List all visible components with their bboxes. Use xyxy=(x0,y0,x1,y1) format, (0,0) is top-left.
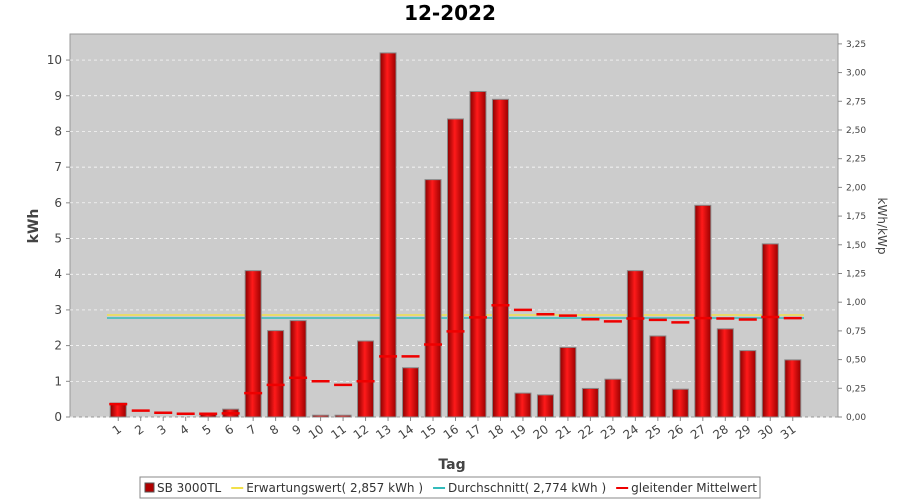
y2-tick-label: 1,75 xyxy=(846,212,866,222)
legend-label: SB 3000TL xyxy=(157,481,222,495)
bar xyxy=(357,340,375,418)
x-tick-label: 24 xyxy=(621,422,642,442)
x-tick-label: 5 xyxy=(200,422,214,438)
bar xyxy=(649,335,667,418)
y2-tick-label: 1,50 xyxy=(846,241,866,251)
y-tick-label: 1 xyxy=(54,374,62,388)
x-tick-label: 26 xyxy=(666,422,687,442)
bar xyxy=(379,52,397,418)
y-tick-label: 6 xyxy=(54,196,62,210)
x-tick-label: 14 xyxy=(396,422,417,442)
y2-tick-label: 2,50 xyxy=(846,126,866,136)
bar xyxy=(424,179,442,418)
bar xyxy=(312,414,330,418)
bar xyxy=(761,243,779,418)
x-tick-label: 1 xyxy=(110,422,124,438)
x-tick-label: 22 xyxy=(576,422,597,442)
y2-tick-label: 0,00 xyxy=(846,413,866,423)
x-tick-label: 19 xyxy=(508,422,529,442)
y-tick-label: 4 xyxy=(54,267,62,281)
chart-title: 12-2022 xyxy=(404,1,496,25)
legend-label: Erwartungswert( 2,857 kWh ) xyxy=(246,481,423,495)
y-tick-label: 9 xyxy=(54,89,62,103)
bar xyxy=(739,350,757,418)
legend-label: Durchschnitt( 2,774 kWh ) xyxy=(448,481,606,495)
x-tick-label: 31 xyxy=(778,422,799,442)
x-tick-label: 2 xyxy=(132,422,146,438)
x-tick-label: 7 xyxy=(245,422,259,438)
y-tick-label: 5 xyxy=(54,232,62,246)
x-tick-label: 16 xyxy=(441,422,462,442)
bar xyxy=(604,378,622,418)
legend xyxy=(139,476,761,499)
bar xyxy=(536,394,554,418)
x-tick-label: 9 xyxy=(290,422,304,438)
x-tick-label: 10 xyxy=(306,422,327,442)
y2-tick-label: 0,50 xyxy=(846,356,866,366)
bar xyxy=(267,330,285,418)
bar xyxy=(626,270,644,418)
y2-tick-label: 3,25 xyxy=(846,40,866,50)
bar xyxy=(514,392,532,418)
bar xyxy=(559,346,577,418)
legend-label: gleitender Mittelwert xyxy=(631,481,757,495)
x-tick-label: 4 xyxy=(177,422,191,438)
x-tick-label: 18 xyxy=(486,422,507,442)
y-tick-label: 10 xyxy=(47,53,62,67)
y2-tick-label: 2,75 xyxy=(846,97,866,107)
y-tick-label: 8 xyxy=(54,124,62,138)
bar xyxy=(244,270,262,418)
x-tick-label: 20 xyxy=(531,422,552,442)
bar xyxy=(491,98,509,418)
y2-axis-label: kWh/kWp xyxy=(875,198,889,255)
x-tick-label: 21 xyxy=(553,422,574,442)
bar xyxy=(469,90,487,418)
x-tick-label: 8 xyxy=(267,422,281,438)
bar xyxy=(402,367,420,418)
y2-tick-label: 1,25 xyxy=(846,269,866,279)
x-tick-label: 30 xyxy=(755,422,776,442)
x-tick-label: 29 xyxy=(733,422,754,442)
bar xyxy=(581,387,599,418)
bar xyxy=(334,414,352,418)
y-tick-label: 3 xyxy=(54,303,62,317)
bar xyxy=(289,320,307,418)
x-tick-label: 17 xyxy=(463,422,484,442)
x-tick-label: 13 xyxy=(373,422,394,442)
y2-tick-label: 1,00 xyxy=(846,298,866,308)
bar xyxy=(447,118,464,418)
x-tick-label: 15 xyxy=(418,422,439,442)
x-tick-label: 11 xyxy=(328,422,349,442)
x-tick-label: 28 xyxy=(710,422,731,442)
y-axis-label: kWh xyxy=(26,209,42,244)
bar xyxy=(784,359,802,418)
x-tick-label: 23 xyxy=(598,422,619,442)
y-tick-label: 0 xyxy=(54,410,62,424)
y-tick-label: 2 xyxy=(54,339,62,353)
x-tick-label: 25 xyxy=(643,422,664,442)
bar xyxy=(694,204,712,418)
y2-tick-label: 0,75 xyxy=(846,327,866,337)
legend-swatch xyxy=(144,482,155,493)
y2-tick-label: 2,00 xyxy=(846,183,866,193)
y2-tick-label: 2,25 xyxy=(846,155,866,165)
x-axis-label: Tag xyxy=(438,457,465,473)
y2-tick-label: 0,25 xyxy=(846,384,866,394)
x-tick-label: 12 xyxy=(351,422,372,442)
y2-tick-label: 3,00 xyxy=(846,69,866,79)
y-tick-label: 7 xyxy=(54,160,62,174)
x-tick-label: 3 xyxy=(155,422,169,438)
bar xyxy=(716,328,734,418)
x-tick-label: 27 xyxy=(688,422,709,442)
x-tick-label: 6 xyxy=(222,422,236,438)
bar xyxy=(671,388,689,418)
